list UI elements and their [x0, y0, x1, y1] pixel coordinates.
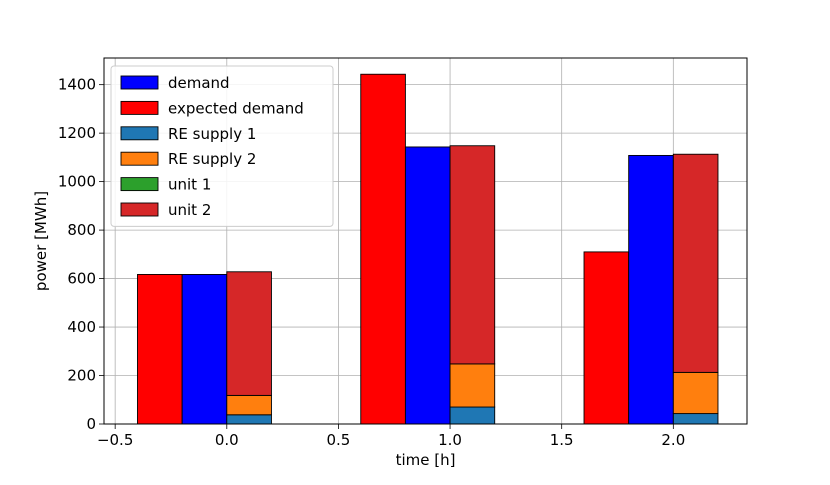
legend-swatch	[120, 202, 159, 217]
bar-unit-2	[672, 153, 719, 373]
x-axis-ticks: −0.5 0.0 0.5 1.0 1.5 2.0	[97, 424, 685, 449]
y-tick-label: 800	[67, 221, 96, 239]
y-axis-ticks: 0 200 400 600 800 1000 1200 1400	[58, 76, 104, 433]
x-tick-label: 1.0	[438, 431, 462, 449]
x-axis-label: time [h]	[396, 451, 456, 469]
bars	[137, 73, 719, 425]
legend-label: RE supply 1	[168, 125, 256, 143]
bar-unit-2	[449, 145, 496, 365]
legend-label: RE supply 2	[168, 150, 256, 168]
legend-swatch	[120, 100, 159, 115]
y-tick-label: 400	[67, 318, 96, 336]
bar-re-supply-1	[672, 413, 719, 425]
legend-swatch	[120, 177, 159, 192]
legend-box	[110, 65, 334, 227]
y-tick-label: 1200	[58, 124, 96, 142]
y-tick-label: 1400	[58, 76, 96, 94]
plot-area-frame	[103, 57, 748, 425]
bar-re-supply-1	[449, 406, 496, 425]
y-tick-label: 1000	[58, 173, 96, 191]
bar-expected-demand	[137, 273, 183, 425]
legend-swatch	[120, 126, 159, 141]
x-tick-label: 2.0	[661, 431, 685, 449]
bar-expected-demand	[360, 73, 406, 425]
y-tick-label: 600	[67, 270, 96, 288]
legend-label: expected demand	[168, 99, 304, 117]
bar-re-supply-2	[449, 363, 496, 408]
bar-unit-2	[226, 271, 272, 396]
x-tick-label: 1.5	[550, 431, 574, 449]
bar-re-supply-2	[672, 371, 719, 415]
bar-demand	[404, 146, 451, 425]
bar-demand	[181, 273, 228, 425]
y-tick-label: 200	[67, 367, 96, 385]
x-tick-label: 0.5	[326, 431, 350, 449]
legend-label: demand	[168, 74, 230, 92]
legend-label: unit 1	[168, 176, 211, 194]
legend-label: unit 2	[168, 201, 211, 219]
legend: demand expected demand RE supply 1 RE suppl…	[110, 65, 334, 227]
y-tick-label: 0	[86, 415, 96, 433]
legend-swatch	[120, 75, 159, 90]
bar-demand	[628, 154, 674, 425]
legend-swatch	[120, 151, 159, 166]
bar-expected-demand	[583, 251, 630, 425]
bar-re-supply-2	[226, 394, 272, 416]
x-tick-label: −0.5	[97, 431, 133, 449]
bar-re-supply-1	[226, 414, 272, 425]
x-tick-label: 0.0	[215, 431, 239, 449]
y-axis-label: power [MWh]	[32, 191, 50, 291]
